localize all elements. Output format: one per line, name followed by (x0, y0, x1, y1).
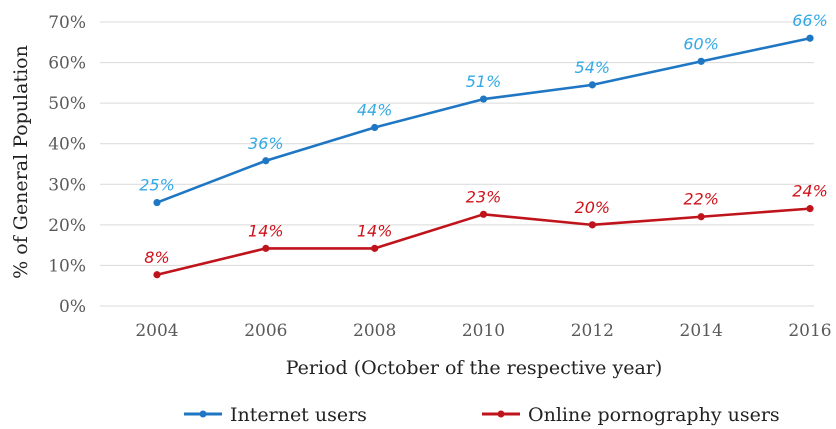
data-point-internet-users (806, 34, 814, 42)
data-label-online-pornography-users: 14% (357, 221, 393, 240)
data-point-online-pornography-users (479, 210, 488, 218)
y-tick-label: 30% (48, 175, 86, 195)
data-point-internet-users (479, 95, 488, 103)
data-label-online-pornography-users: 14% (248, 221, 284, 240)
data-label-internet-users: 66% (792, 11, 828, 30)
x-axis-title: Period (October of the respective year) (286, 357, 663, 379)
series-lines (153, 34, 814, 279)
data-point-online-pornography-users (697, 213, 705, 221)
legend-label-online-pornography-users: Online pornography users (528, 404, 780, 426)
data-label-internet-users: 60% (683, 34, 719, 53)
x-tick-label: 2016 (788, 321, 831, 341)
legend-item-internet-users: Internet users (184, 404, 367, 426)
data-label-internet-users: 51% (466, 72, 502, 91)
data-point-online-pornography-users (588, 221, 596, 229)
legend: Internet users Online pornography users (184, 404, 780, 426)
x-tick-label: 2008 (353, 321, 396, 341)
data-labels: 25% 36% 44% 51% 54% 60% 66% 8% 14% 14% 23% 20% 22% 24… (139, 11, 828, 267)
data-label-online-pornography-users: 23% (466, 187, 502, 206)
y-axis-title: % of General Population (10, 45, 32, 279)
data-label-online-pornography-users: 22% (683, 190, 719, 209)
legend-item-online-pornography-users: Online pornography users (482, 404, 780, 426)
data-point-online-pornography-users (153, 271, 161, 279)
y-tick-label: 0% (59, 297, 86, 317)
y-axis-ticks: 0% 10% 20% 30% 40% 50% 60% 70% (48, 13, 86, 317)
legend-marker-internet-users (199, 410, 207, 418)
data-label-internet-users: 36% (248, 134, 284, 153)
data-point-internet-users (262, 157, 270, 165)
x-axis-ticks: 2004 2006 2008 2010 2012 2014 2016 (135, 321, 831, 341)
data-label-internet-users: 25% (139, 176, 175, 195)
data-label-online-pornography-users: 20% (575, 198, 611, 217)
legend-label-internet-users: Internet users (230, 404, 367, 426)
y-tick-label: 40% (48, 135, 86, 155)
data-label-online-pornography-users: 24% (792, 182, 828, 201)
series-line-online-pornography-users (156, 207, 811, 277)
data-label-online-pornography-users: 8% (144, 248, 169, 267)
y-tick-label: 50% (48, 94, 86, 114)
data-point-internet-users (153, 198, 161, 207)
data-point-online-pornography-users (262, 244, 270, 252)
grid-lines (100, 21, 814, 307)
data-label-internet-users: 54% (575, 58, 611, 77)
data-point-internet-users (588, 81, 596, 89)
y-tick-label: 70% (48, 13, 86, 33)
data-point-online-pornography-users (806, 205, 814, 213)
y-tick-label: 10% (48, 256, 86, 276)
x-tick-label: 2006 (244, 321, 287, 341)
y-tick-label: 60% (48, 54, 86, 74)
y-tick-label: 20% (48, 216, 86, 236)
data-point-online-pornography-users (371, 244, 379, 252)
data-point-internet-users (371, 123, 379, 132)
data-label-internet-users: 44% (357, 100, 393, 119)
x-tick-label: 2014 (680, 321, 723, 341)
x-tick-label: 2010 (462, 321, 505, 341)
x-tick-label: 2004 (135, 321, 178, 341)
data-point-internet-users (697, 57, 705, 65)
x-tick-label: 2012 (571, 321, 614, 341)
legend-marker-online-pornography-users (497, 410, 505, 418)
